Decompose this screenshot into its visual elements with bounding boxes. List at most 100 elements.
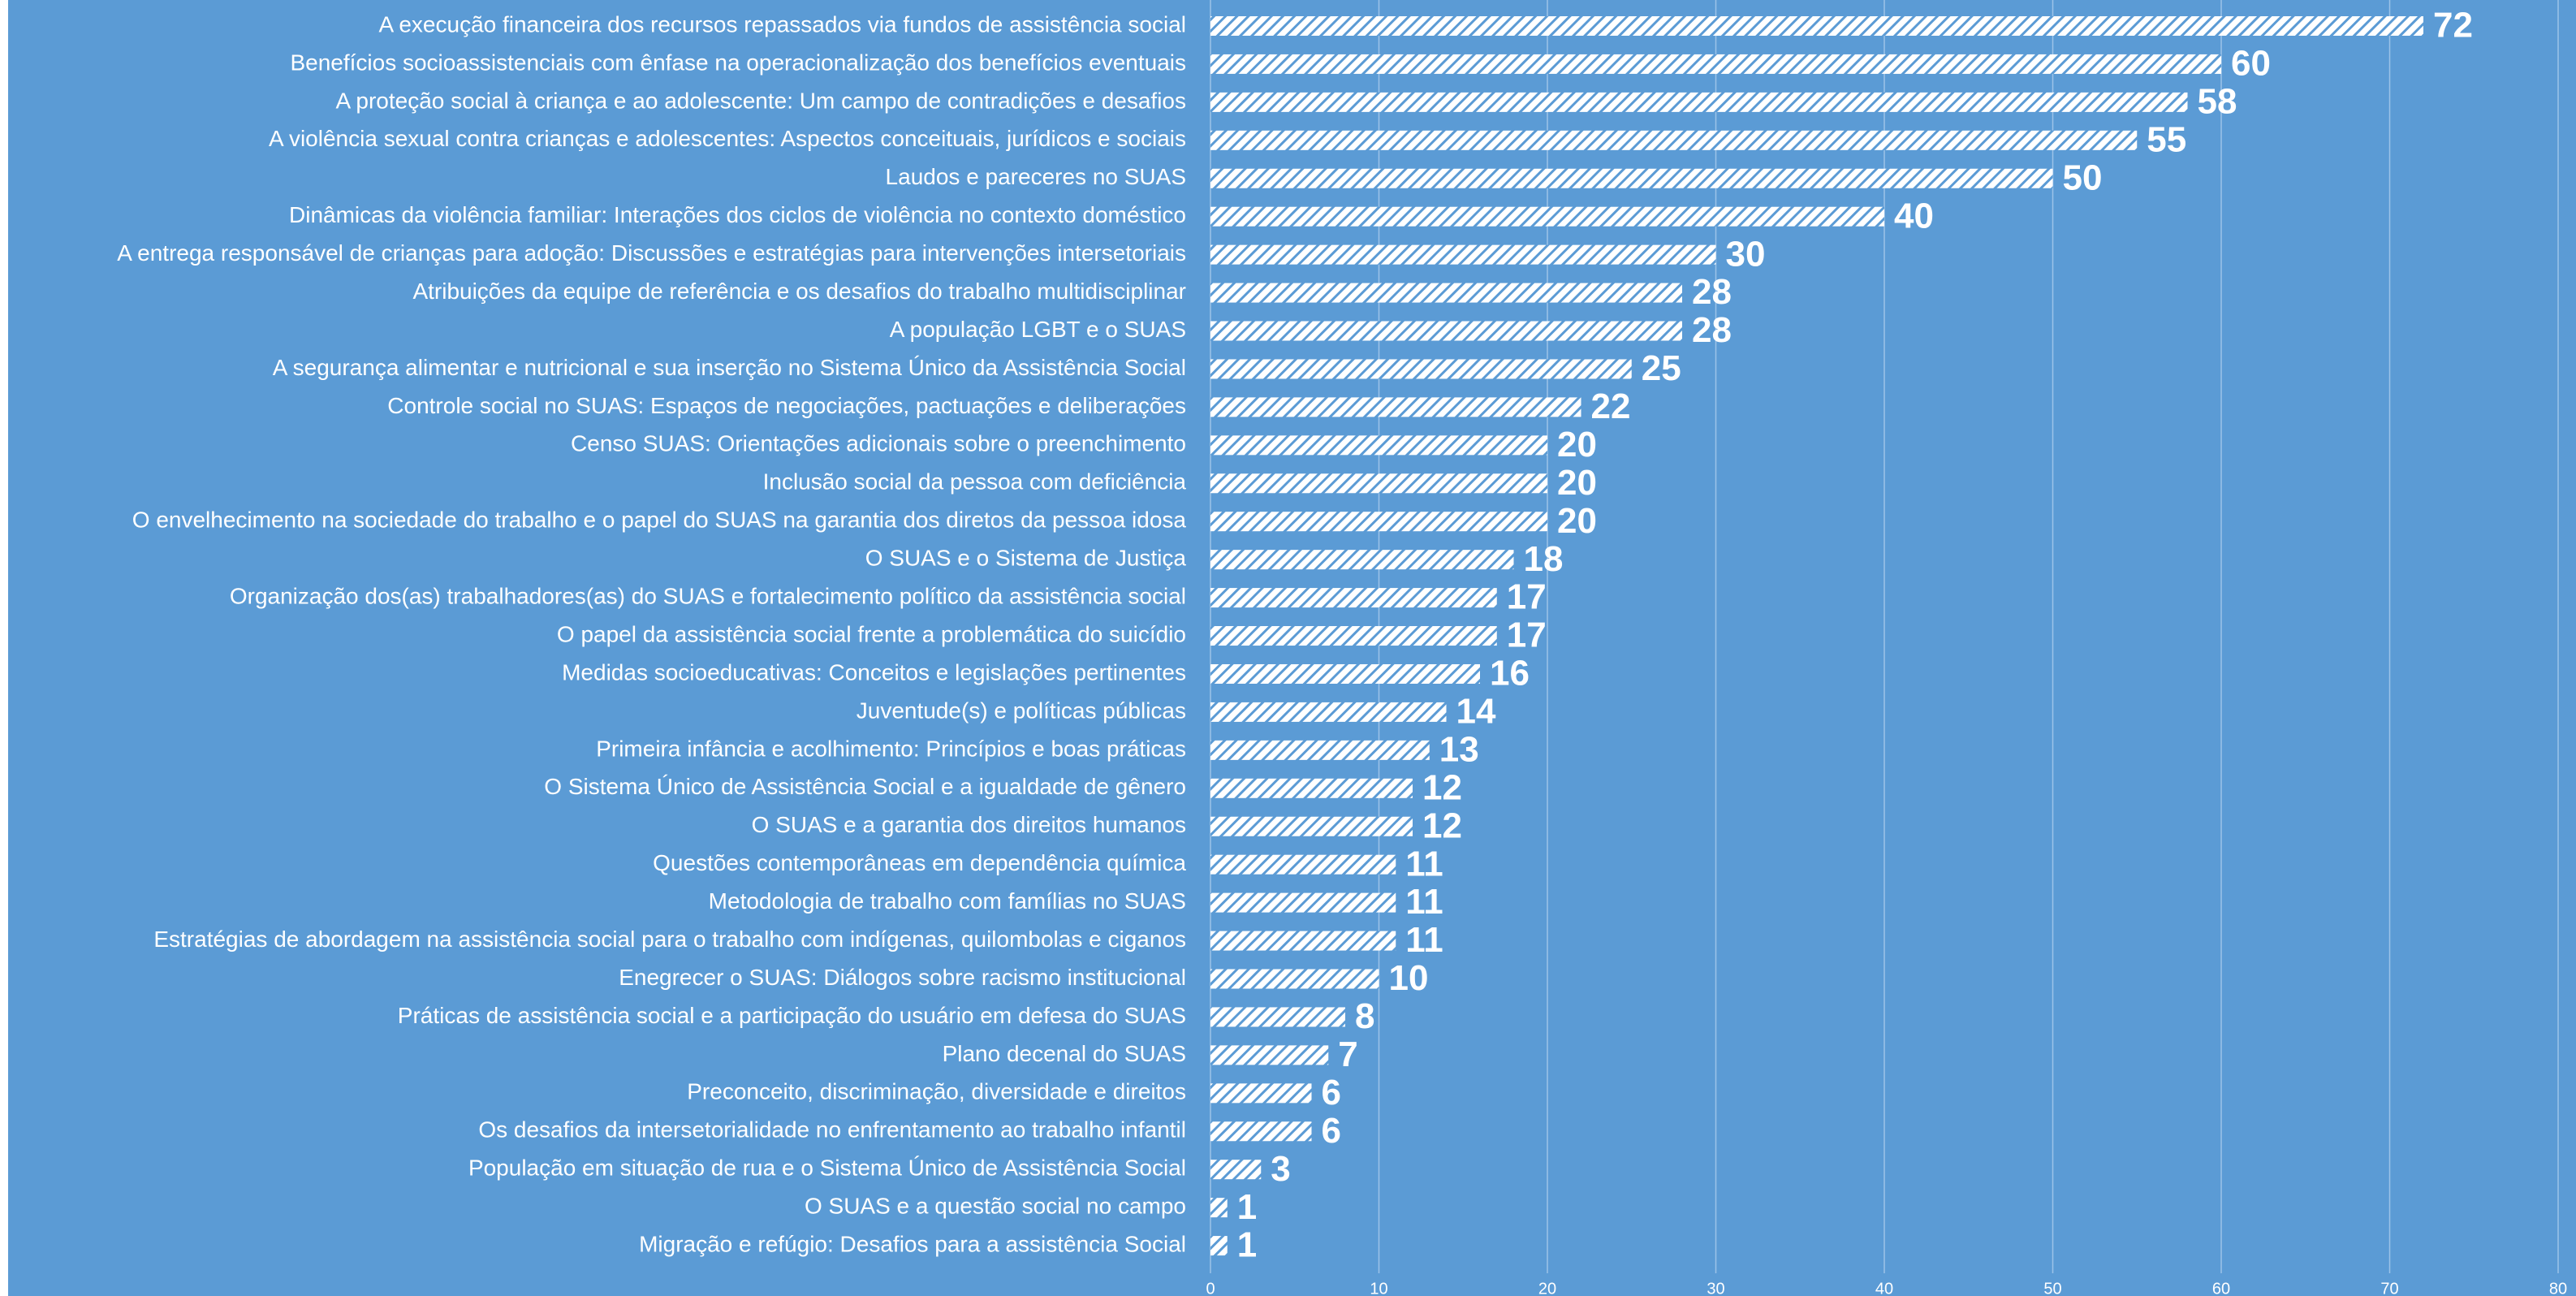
bar xyxy=(1210,969,1379,989)
value-label: 60 xyxy=(2231,44,2271,84)
bar xyxy=(1210,359,1632,379)
value-label: 8 xyxy=(1355,996,1374,1036)
left-edge xyxy=(0,0,8,1296)
bar xyxy=(1210,1007,1345,1027)
bar xyxy=(1210,1160,1262,1180)
category-label: Preconceito, discriminação, diversidade … xyxy=(687,1079,1186,1104)
category-label: A entrega responsável de crianças para a… xyxy=(117,240,1186,266)
bar xyxy=(1210,663,1480,684)
bar xyxy=(1210,778,1413,798)
value-label: 28 xyxy=(1692,272,1732,312)
bar xyxy=(1210,1198,1228,1218)
x-tick-label: 40 xyxy=(1875,1280,1893,1296)
category-label: A execução financeira dos recursos repas… xyxy=(378,11,1186,37)
bar xyxy=(1210,1045,1329,1065)
value-label: 58 xyxy=(2198,82,2237,122)
category-label: Questões contemporâneas em dependência q… xyxy=(653,850,1186,875)
value-label: 30 xyxy=(1726,234,1766,274)
bar xyxy=(1210,816,1413,836)
bar xyxy=(1210,92,2188,112)
bar xyxy=(1210,206,1884,227)
bar xyxy=(1210,130,2138,150)
category-label: Dinâmicas da violência familiar: Interaç… xyxy=(289,202,1186,227)
bar xyxy=(1210,702,1447,722)
category-label: O papel da assistência social frente a p… xyxy=(557,621,1186,646)
category-label: A população LGBT e o SUAS xyxy=(890,317,1186,342)
x-tick-label: 70 xyxy=(2380,1280,2398,1296)
bar xyxy=(1210,1121,1312,1142)
value-label: 10 xyxy=(1389,958,1429,998)
category-label: Inclusão social da pessoa com deficiênci… xyxy=(763,469,1187,495)
value-label: 1 xyxy=(1237,1187,1257,1227)
bar xyxy=(1210,626,1497,646)
category-label: Medidas socioeducativas: Conceitos e leg… xyxy=(562,659,1186,685)
category-label: Primeira infância e acolhimento: Princíp… xyxy=(596,736,1186,761)
x-tick-label: 80 xyxy=(2549,1280,2567,1296)
value-label: 40 xyxy=(1894,196,1934,235)
value-label: 12 xyxy=(1422,806,1462,845)
category-label: O SUAS e a questão social no campo xyxy=(805,1194,1186,1219)
bar xyxy=(1210,512,1547,532)
value-label: 20 xyxy=(1557,425,1597,464)
bar xyxy=(1210,588,1497,608)
category-label: Juventude(s) e políticas públicas xyxy=(857,698,1186,723)
category-label: Práticas de assistência social e a parti… xyxy=(398,1003,1186,1028)
category-label: Os desafios da intersetorialidade no enf… xyxy=(478,1117,1186,1143)
category-label: Laudos e pareceres no SUAS xyxy=(886,164,1186,189)
value-label: 13 xyxy=(1439,729,1479,769)
bar xyxy=(1210,550,1514,570)
category-label: Estratégias de abordagem na assistência … xyxy=(153,927,1186,952)
value-label: 11 xyxy=(1405,920,1443,960)
value-label: 6 xyxy=(1322,1111,1341,1151)
value-label: 55 xyxy=(2147,119,2186,159)
x-tick-label: 20 xyxy=(1538,1280,1556,1296)
x-tick-label: 60 xyxy=(2212,1280,2230,1296)
value-label: 3 xyxy=(1271,1149,1290,1189)
bar xyxy=(1210,854,1396,875)
value-label: 17 xyxy=(1507,616,1547,655)
value-label: 17 xyxy=(1507,577,1547,617)
category-label: Benefícios socioassistenciais com ênfase… xyxy=(290,50,1186,75)
value-label: 14 xyxy=(1456,692,1496,732)
value-label: 20 xyxy=(1557,501,1597,541)
value-label: 12 xyxy=(1422,767,1462,807)
value-label: 6 xyxy=(1322,1073,1341,1112)
value-label: 22 xyxy=(1591,387,1631,426)
category-label: Enegrecer o SUAS: Diálogos sobre racismo… xyxy=(619,965,1186,990)
category-label: Atribuições da equipe de referência e os… xyxy=(412,279,1186,304)
x-tick-label: 30 xyxy=(1707,1280,1724,1296)
bar xyxy=(1210,892,1396,913)
bar xyxy=(1210,16,2423,36)
bar xyxy=(1210,473,1547,494)
bar xyxy=(1210,168,2053,188)
x-tick-label: 50 xyxy=(2043,1280,2061,1296)
category-label: Controle social no SUAS: Espaços de nego… xyxy=(387,393,1186,418)
value-label: 16 xyxy=(1490,654,1530,693)
bar xyxy=(1210,740,1430,760)
bar xyxy=(1210,283,1682,303)
category-label: O Sistema Único de Assistência Social e … xyxy=(544,774,1186,799)
value-label: 25 xyxy=(1642,348,1681,388)
value-label: 7 xyxy=(1338,1035,1357,1074)
value-label: 18 xyxy=(1524,539,1564,579)
category-label: A proteção social à criança e ao adolesc… xyxy=(336,88,1187,113)
value-label: 72 xyxy=(2433,6,2473,45)
category-label: O SUAS e a garantia dos direitos humanos xyxy=(752,812,1186,837)
category-label: Plano decenal do SUAS xyxy=(943,1041,1186,1066)
x-tick-label: 10 xyxy=(1370,1280,1387,1296)
bar xyxy=(1210,435,1547,456)
bar xyxy=(1210,244,1716,265)
category-label: Metodologia de trabalho com famílias no … xyxy=(709,888,1186,914)
bar xyxy=(1210,1236,1228,1256)
value-label: 11 xyxy=(1405,882,1443,922)
value-label: 28 xyxy=(1692,310,1732,350)
value-label: 50 xyxy=(2063,158,2103,197)
x-tick-label: 0 xyxy=(1206,1280,1215,1296)
category-label: O envelhecimento na sociedade do trabalh… xyxy=(132,508,1187,533)
value-label: 1 xyxy=(1237,1225,1257,1265)
category-label: Migração e refúgio: Desafios para a assi… xyxy=(639,1231,1186,1256)
bar xyxy=(1210,54,2221,74)
category-label: A violência sexual contra crianças e ado… xyxy=(269,126,1186,151)
bar xyxy=(1210,397,1581,417)
